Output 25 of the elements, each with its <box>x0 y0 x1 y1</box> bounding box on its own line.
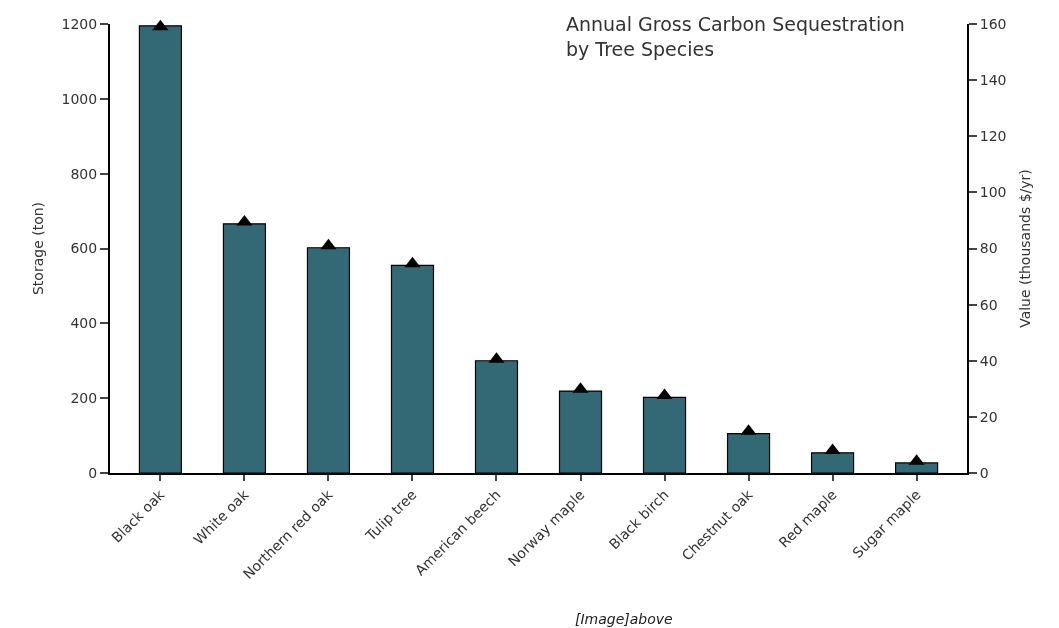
point <box>404 256 421 268</box>
y2-tick-label: 160 <box>979 15 1007 32</box>
y-tick-label: 200 <box>70 390 98 407</box>
y2-axis-title: Value (thousands $/yr) <box>1017 169 1034 328</box>
chart-title: Annual Gross Carbon Sequestration by Tree Species <box>566 13 905 60</box>
y-tick-label: 1000 <box>61 90 98 107</box>
y-tick-label: 400 <box>70 315 98 332</box>
y2-tick-label: 0 <box>979 464 989 481</box>
y2-tick-label: 100 <box>979 184 1007 201</box>
y-tick-label: 600 <box>70 240 98 257</box>
y2-tick-label: 60 <box>979 296 998 313</box>
point <box>152 19 169 31</box>
point <box>320 238 337 250</box>
y2-tick-label: 20 <box>979 408 998 425</box>
point <box>824 443 841 455</box>
y2-tick-label: 40 <box>979 352 998 369</box>
y-axis-title: Storage (ton) <box>29 201 46 296</box>
point <box>656 388 673 400</box>
y-tick-label: 1200 <box>61 15 98 32</box>
y2-tick-label: 140 <box>979 72 1007 89</box>
y2-tick-label: 120 <box>979 128 1007 145</box>
y-tick-label: 800 <box>70 165 98 182</box>
y-tick-label: 0 <box>88 464 98 481</box>
y2-tick-label: 80 <box>979 240 998 257</box>
text: [Image]above <box>575 611 673 627</box>
